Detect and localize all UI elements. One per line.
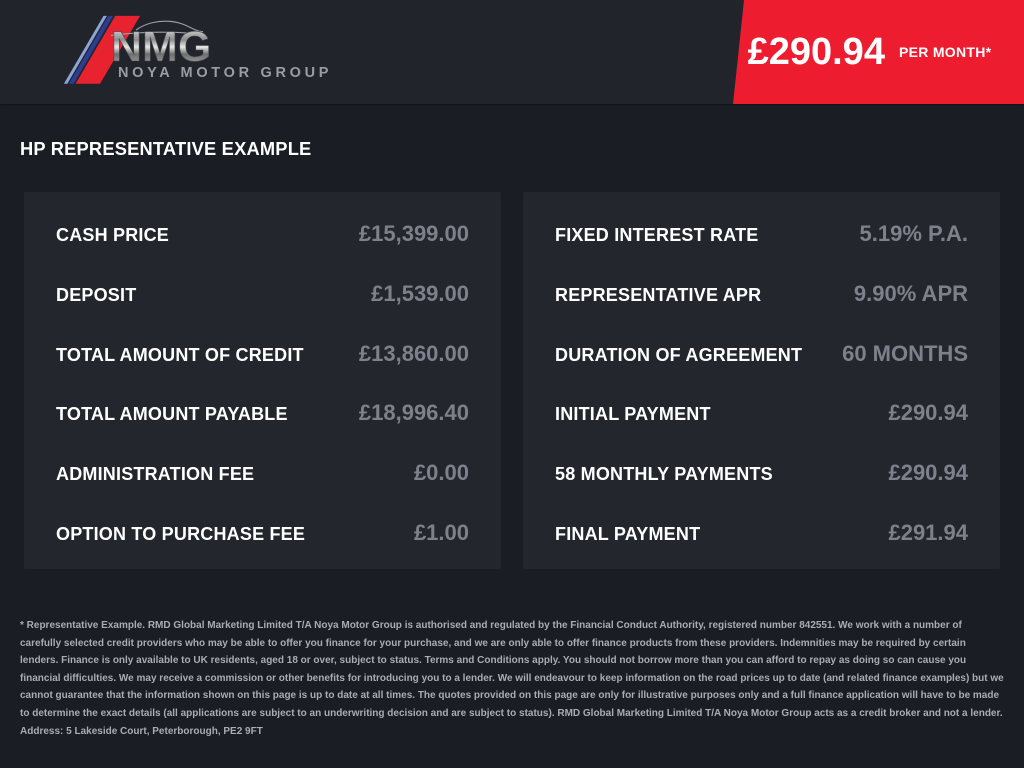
- svg-text:NOYA MOTOR GROUP: NOYA MOTOR GROUP: [118, 65, 332, 81]
- svg-text:NMG: NMG: [111, 23, 211, 71]
